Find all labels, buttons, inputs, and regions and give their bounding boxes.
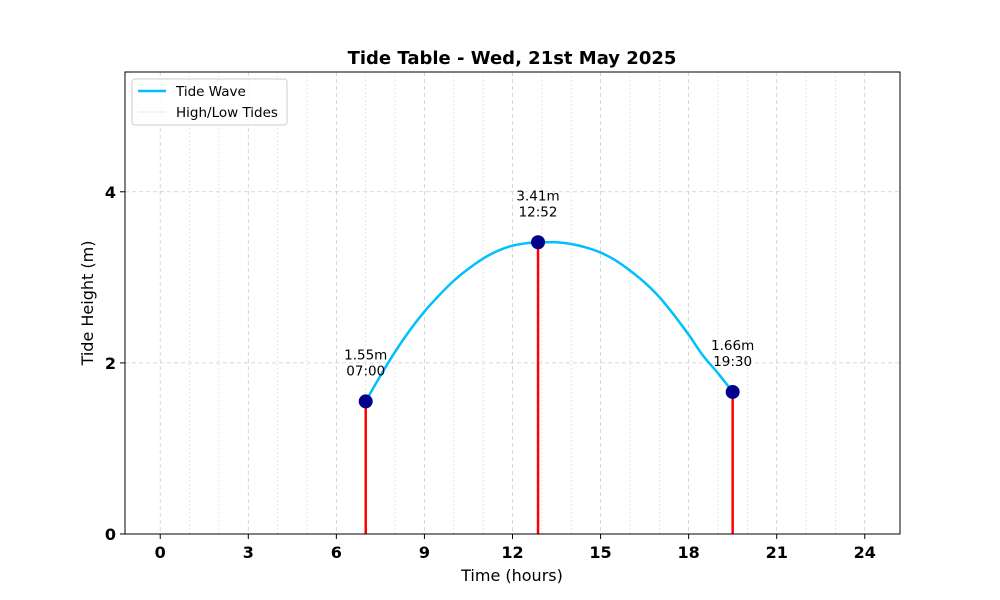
x-axis-label: Time (hours) [460, 566, 563, 585]
tide-time-label: 19:30 [713, 354, 752, 370]
tide-time-label: 07:00 [346, 363, 385, 379]
tide-height-label: 1.55m [344, 347, 387, 363]
x-tick-label: 6 [331, 543, 342, 562]
legend: Tide Wave High/Low Tides [131, 78, 288, 126]
x-tick-label: 3 [243, 543, 254, 562]
tide-marker [358, 394, 373, 409]
y-axis-label: Tide Height (m) [78, 241, 97, 367]
x-tick-label: 18 [678, 543, 700, 562]
tide-markers [358, 235, 740, 409]
y-tick-label: 2 [105, 354, 116, 373]
legend-high-low-label: High/Low Tides [176, 105, 278, 121]
legend-box [131, 78, 288, 126]
tide-height-label: 1.66m [711, 338, 754, 354]
chart-title: Tide Table - Wed, 21st May 2025 [348, 48, 677, 69]
legend-tide-wave-label: Tide Wave [175, 84, 246, 100]
tide-marker [725, 384, 740, 399]
x-tick-label: 21 [766, 543, 788, 562]
x-tick-label: 9 [419, 543, 430, 562]
y-tick-label: 4 [105, 183, 116, 202]
x-tick-label: 0 [155, 543, 166, 562]
tide-stems [364, 242, 734, 534]
tide-height-label: 3.41m [516, 188, 559, 204]
x-tick-label: 12 [501, 543, 523, 562]
tide-marker [531, 235, 546, 250]
x-tick-label: 24 [854, 543, 876, 562]
tide-wave-line [364, 240, 734, 403]
x-tick-label: 15 [589, 543, 611, 562]
grid-lines [125, 72, 900, 535]
y-tick-label: 0 [105, 525, 116, 544]
tide-time-label: 12:52 [519, 204, 558, 220]
